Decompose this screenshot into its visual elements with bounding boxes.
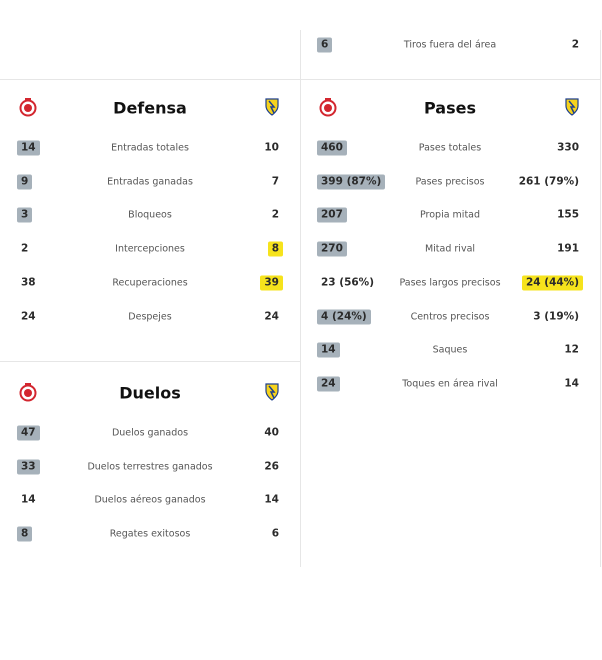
home-value: 14 [17, 140, 40, 156]
divider [300, 30, 301, 567]
home-value: 4 (24%) [317, 309, 371, 324]
away-value: 261 (79%) [518, 175, 579, 188]
stat-label: Pases totales [418, 142, 482, 154]
home-value: 33 [17, 459, 40, 475]
away-value: 26 [264, 460, 279, 473]
stat-label: Bloqueos [128, 209, 172, 221]
away-value: 3 (19%) [533, 310, 579, 322]
away-logo [265, 98, 279, 120]
stat-label: Pases precisos [415, 176, 485, 188]
away-value: 7 [271, 175, 279, 188]
stat-label: Duelos terrestres ganados [87, 461, 213, 473]
section-title: Pases [424, 98, 476, 118]
stat-label: Propia mitad [419, 209, 481, 221]
stat-label: Recuperaciones [112, 277, 188, 289]
section-title: Duelos [119, 383, 181, 403]
home-value: 23 (56%) [321, 276, 374, 289]
away-value: 155 [557, 208, 579, 221]
stat-label: Regates exitosos [109, 528, 191, 540]
home-value: 9 [17, 174, 33, 190]
divider [600, 30, 601, 567]
home-value: 6 [317, 37, 333, 53]
away-value: 12 [564, 343, 579, 356]
away-value: 14 [264, 493, 279, 506]
away-value: 40 [264, 426, 279, 439]
away-value: 39 [260, 275, 283, 291]
home-value: 24 [317, 376, 340, 392]
stat-label: Mitad rival [424, 243, 476, 255]
home-value: 47 [17, 425, 40, 441]
away-value: 10 [264, 141, 279, 154]
divider [0, 361, 300, 362]
away-value: 24 (44%) [522, 275, 583, 291]
stat-label: Saques [432, 344, 468, 356]
home-value: 8 [17, 526, 33, 542]
stat-label: Despejes [128, 311, 172, 322]
stat-label: Duelos ganados [111, 427, 189, 439]
stat-label: Duelos aéreos ganados [94, 494, 206, 506]
stat-label: Entradas totales [111, 142, 189, 154]
away-value: 2 [571, 38, 579, 51]
home-value: 38 [21, 276, 36, 289]
stat-label: Intercepciones [115, 243, 185, 255]
home-value: 3 [17, 207, 33, 223]
away-logo [265, 383, 279, 405]
home-logo [19, 97, 37, 121]
away-value: 8 [267, 241, 283, 257]
stat-label: Tiros fuera del área [403, 39, 497, 51]
home-value: 14 [317, 342, 340, 358]
home-value: 14 [21, 493, 36, 506]
home-value: 207 [317, 207, 347, 223]
away-value: 24 [264, 310, 279, 322]
home-value: 399 (87%) [317, 174, 386, 190]
stat-label: Toques en área rival [402, 378, 498, 390]
home-logo [19, 382, 37, 406]
stat-label: Entradas ganadas [107, 176, 193, 188]
stat-label: Pases largos precisos [399, 277, 501, 289]
away-value: 2 [271, 208, 279, 221]
home-value: 270 [317, 241, 347, 257]
home-logo [319, 97, 337, 121]
away-value: 14 [564, 377, 579, 390]
home-value: 2 [21, 242, 29, 255]
away-value: 6 [271, 527, 279, 540]
away-value: 191 [557, 242, 579, 255]
home-value: 24 [21, 310, 36, 322]
away-logo [565, 98, 579, 120]
home-value: 460 [317, 140, 347, 156]
section-title: Defensa [113, 98, 187, 118]
stat-label: Centros precisos [410, 311, 490, 322]
away-value: 330 [557, 141, 579, 154]
